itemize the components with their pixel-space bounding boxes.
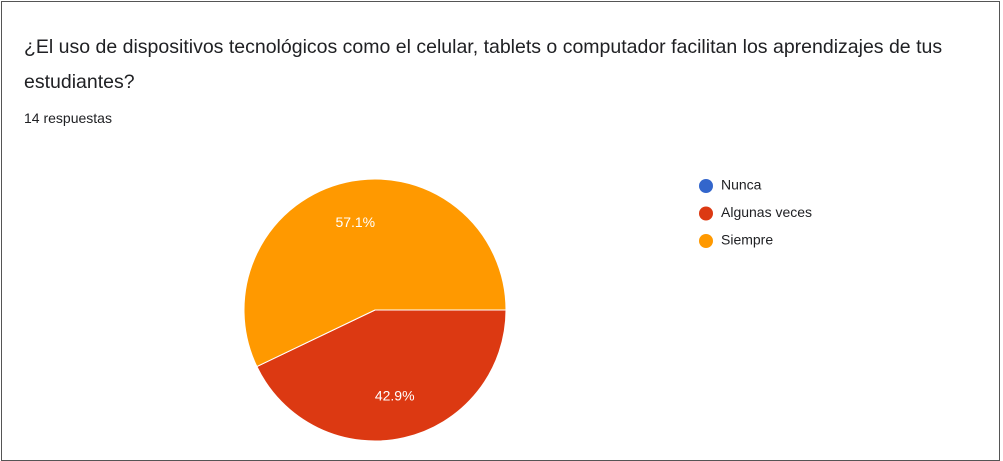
pie-slice [243,178,507,368]
slice-label: 42.9% [375,388,415,404]
pie-slice [256,309,507,442]
question-title: ¿El uso de dispositivos tecnológicos com… [24,36,943,93]
legend-swatch [699,206,713,221]
legend-swatch [699,179,713,193]
response-count: 14 respuestas [24,110,112,126]
legend-label: Siempre [721,232,773,248]
legend-swatch [699,234,713,248]
slice-label: 57.1% [335,214,375,230]
legend-label: Algunas veces [721,204,812,220]
legend-label: Nunca [721,177,762,193]
chart: 42.9% 57.1% Nunca Algunas veces Siempre [243,177,812,442]
